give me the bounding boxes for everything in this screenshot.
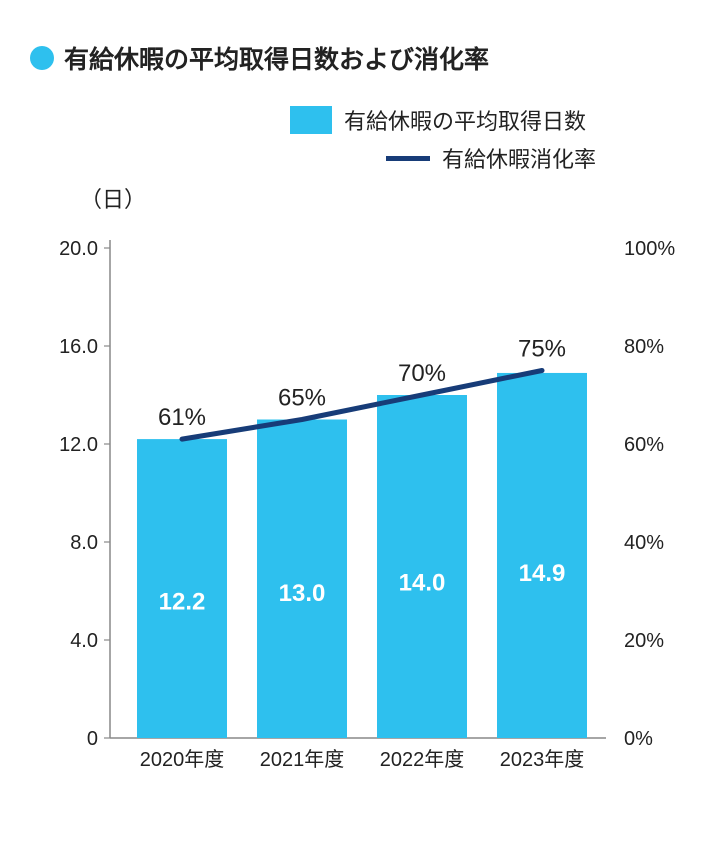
chart-title: 有給休暇の平均取得日数および消化率 xyxy=(64,40,489,76)
y-left-tick-label: 12.0 xyxy=(59,434,98,456)
y-right-tick-label: 80% xyxy=(624,336,664,358)
line-value-label: 75% xyxy=(518,336,566,363)
y-right-tick-label: 20% xyxy=(624,630,664,652)
category-label: 2022年度 xyxy=(380,748,465,771)
legend: 有給休暇の平均取得日数 有給休暇消化率 xyxy=(290,104,686,174)
y-right-tick-label: 0% xyxy=(624,728,653,750)
line-value-label: 65% xyxy=(278,385,326,412)
y-left-unit: （日） xyxy=(80,182,686,214)
legend-item-bar: 有給休暇の平均取得日数 xyxy=(290,104,686,136)
y-right-tick-label: 40% xyxy=(624,532,664,554)
bar-value-label: 14.9 xyxy=(519,560,566,587)
category-label: 2021年度 xyxy=(260,748,345,771)
title-bullet-icon xyxy=(30,46,54,70)
legend-bar-swatch-icon xyxy=(290,106,332,134)
y-right-tick-label: 60% xyxy=(624,434,664,456)
y-left-tick-label: 0 xyxy=(87,728,98,750)
y-right-tick-label: 100% xyxy=(624,238,675,260)
category-label: 2020年度 xyxy=(140,748,225,771)
legend-line-label: 有給休暇消化率 xyxy=(442,142,596,174)
chart-area: 0 4.0 8.0 12.0 16.0 20.0 0% 20% 40% 60% 80% 100% 12.… xyxy=(30,218,686,798)
category-label: 2023年度 xyxy=(500,748,585,771)
bar xyxy=(377,395,467,738)
chart-title-row: 有給休暇の平均取得日数および消化率 xyxy=(30,40,686,76)
bar-value-label: 13.0 xyxy=(279,580,326,607)
y-left-tick-label: 4.0 xyxy=(70,630,98,652)
legend-item-line: 有給休暇消化率 xyxy=(386,142,686,174)
y-left-tick-label: 8.0 xyxy=(70,532,98,554)
legend-bar-label: 有給休暇の平均取得日数 xyxy=(344,104,586,136)
line-value-label: 70% xyxy=(398,360,446,387)
bar-value-label: 14.0 xyxy=(399,570,446,597)
y-left-tick-label: 20.0 xyxy=(59,238,98,260)
line-value-label: 61% xyxy=(158,404,206,431)
bar-value-label: 12.2 xyxy=(159,588,206,615)
y-left-tick-label: 16.0 xyxy=(59,336,98,358)
line-series xyxy=(182,371,542,440)
legend-line-swatch-icon xyxy=(386,156,430,161)
chart-svg: 0 4.0 8.0 12.0 16.0 20.0 0% 20% 40% 60% 80% 100% 12.… xyxy=(30,218,686,798)
bar xyxy=(497,373,587,738)
bar xyxy=(257,420,347,739)
